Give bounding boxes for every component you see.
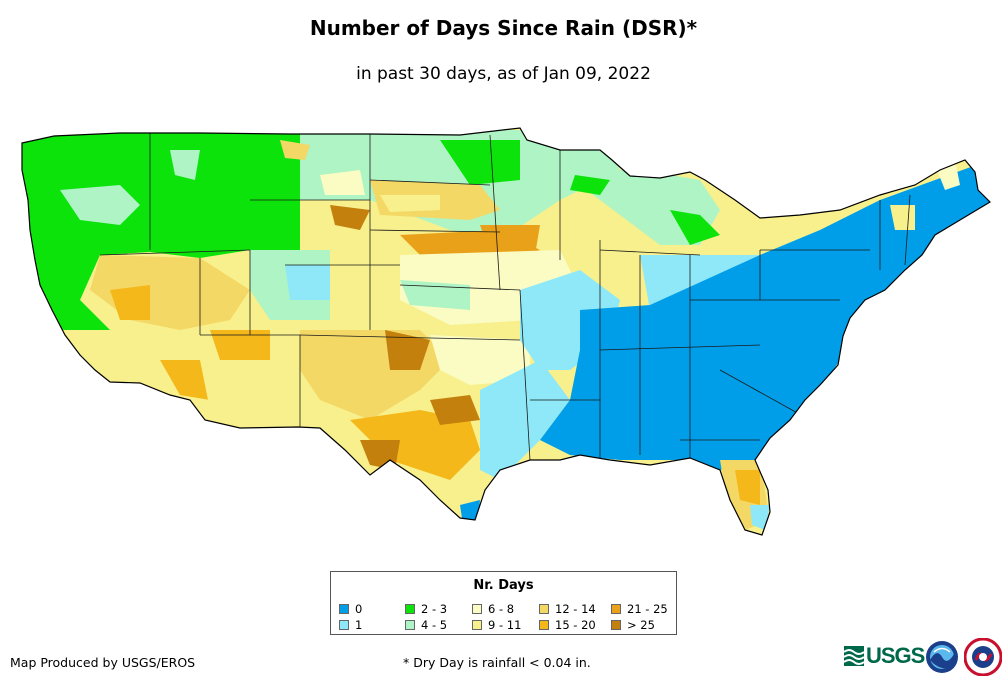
usgs-wave-icon <box>844 646 864 666</box>
map-subtitle: in past 30 days, as of Jan 09, 2022 <box>356 64 651 84</box>
legend-item-0: 0 <box>339 603 362 615</box>
national-weather-service-seal-icon[interactable] <box>964 638 1002 676</box>
legend-item-5: 9 - 11 <box>472 619 521 631</box>
legend-item-4: 6 - 8 <box>472 603 514 615</box>
legend-swatch <box>539 604 549 614</box>
legend-label: 1 <box>355 618 363 632</box>
legend-swatch <box>472 604 482 614</box>
legend-swatch <box>339 620 349 630</box>
map-title: Number of Days Since Rain (DSR)* <box>309 16 698 40</box>
legend-swatch <box>611 604 621 614</box>
legend-label: 12 - 14 <box>555 602 596 616</box>
legend-item-7: 15 - 20 <box>539 619 596 631</box>
legend-swatch <box>405 620 415 630</box>
legend-label: 9 - 11 <box>488 618 522 632</box>
usgs-logo[interactable]: USGS <box>844 643 925 669</box>
legend-swatch <box>472 620 482 630</box>
legend-item-3: 4 - 5 <box>405 619 447 631</box>
legend-label: > 25 <box>627 618 655 632</box>
legend-swatch <box>539 620 549 630</box>
legend-label: 0 <box>355 602 363 616</box>
legend: Nr. Days 0 1 2 - 3 4 - 5 6 - 8 9 - 11 12… <box>330 571 677 635</box>
legend-label: 15 - 20 <box>555 618 596 632</box>
legend-item-1: 1 <box>339 619 362 631</box>
map-credit: Map Produced by USGS/EROS <box>10 655 196 670</box>
legend-swatch <box>339 604 349 614</box>
legend-item-8: 21 - 25 <box>611 603 668 615</box>
usgs-logo-text: USGS <box>866 643 925 668</box>
legend-title: Nr. Days <box>473 578 534 593</box>
legend-item-6: 12 - 14 <box>539 603 596 615</box>
legend-swatch <box>405 604 415 614</box>
noaa-seal-icon[interactable] <box>925 640 959 674</box>
legend-item-9: > 25 <box>611 619 655 631</box>
dry-day-footnote: * Dry Day is rainfall < 0.04 in. <box>403 655 591 670</box>
legend-label: 21 - 25 <box>627 602 668 616</box>
legend-label: 2 - 3 <box>421 602 448 616</box>
legend-swatch <box>611 620 621 630</box>
legend-label: 6 - 8 <box>488 602 515 616</box>
legend-item-2: 2 - 3 <box>405 603 447 615</box>
legend-label: 4 - 5 <box>421 618 448 632</box>
